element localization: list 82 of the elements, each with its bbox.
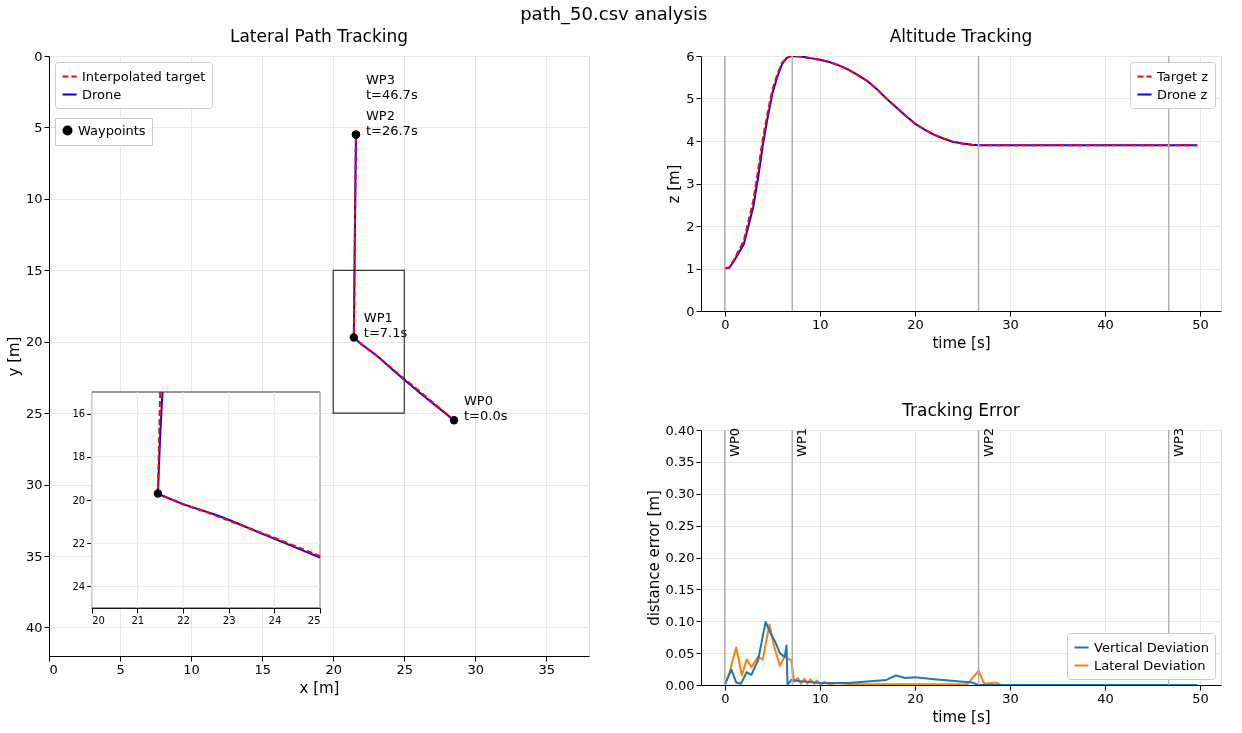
x-tick-label: 0 — [721, 690, 730, 706]
y-tick-label: 10 — [25, 191, 43, 207]
x-axis-title: time [s] — [932, 333, 991, 352]
y-tick-label: 25 — [25, 405, 43, 421]
y-axis-title: z [m] — [665, 164, 684, 204]
x-tick-label: 10 — [183, 661, 200, 677]
y-tick-label: 6 — [686, 48, 695, 64]
x-tick-label: 30 — [467, 661, 485, 677]
y-tick-label: 4 — [686, 133, 695, 149]
ref-line-label: WP3 — [1170, 428, 1186, 457]
y-tick-label: 0.15 — [665, 581, 695, 597]
legend-label: Interpolated target — [82, 68, 206, 84]
x-tick-label: 20 — [325, 661, 342, 677]
x-tick-label: 25 — [307, 614, 321, 626]
y-tick-label: 0.20 — [665, 550, 695, 565]
y-tick-label: 5 — [686, 91, 695, 106]
ref-line-label: WP2 — [980, 428, 996, 457]
y-tick-label: 20 — [25, 334, 43, 350]
y-axis-title: distance error [m] — [644, 490, 663, 626]
y-tick-label: 0 — [686, 303, 695, 319]
y-tick-label: 18 — [72, 451, 86, 463]
legend-label: Drone z — [1157, 86, 1208, 102]
y-tick-label: 0.40 — [665, 422, 695, 438]
legend-label: Vertical Deviation — [1094, 639, 1209, 655]
annotation: WP3 t=46.7s — [365, 71, 418, 102]
x-tick-label: 15 — [254, 661, 271, 677]
y-tick-label: 5 — [34, 119, 43, 135]
y-axis-title: y [m] — [4, 336, 23, 377]
x-tick-label: 5 — [116, 661, 125, 677]
y-tick-label: 0.00 — [665, 677, 695, 693]
ref-line-label: WP1 — [794, 428, 810, 457]
y-tick-label: 3 — [686, 176, 695, 191]
y-tick-label: 0.30 — [665, 486, 695, 502]
y-tick-label: 30 — [25, 477, 43, 493]
legend-label: Drone — [82, 86, 122, 102]
x-tick-label: 20 — [92, 614, 105, 626]
x-tick-label: 40 — [1097, 690, 1114, 706]
x-tick-label: 23 — [222, 614, 236, 626]
chart-title: Altitude Tracking — [889, 26, 1033, 46]
x-tick-label: 20 — [907, 690, 924, 706]
chart-title: Lateral Path Tracking — [229, 26, 409, 46]
x-tick-label: 35 — [538, 661, 556, 677]
x-tick-label: 30 — [1002, 316, 1019, 332]
y-tick-label: 0.25 — [665, 518, 695, 534]
x-tick-label: 24 — [268, 614, 282, 626]
y-tick-label: 2 — [686, 218, 695, 234]
y-tick-label: 35 — [25, 548, 43, 564]
legend-label: Target z — [1156, 68, 1209, 84]
x-tick-label: 22 — [177, 614, 190, 626]
point — [349, 333, 358, 342]
text: path_50.csv analysis — [520, 2, 708, 25]
point — [449, 416, 459, 425]
x-tick-label: 25 — [396, 661, 414, 677]
y-tick-label: 0.35 — [665, 454, 695, 470]
ref-line-label: WP0 — [726, 428, 742, 457]
x-tick-label: 0 — [721, 316, 730, 332]
y-tick-label: 1 — [686, 261, 695, 276]
legend-label: Lateral Deviation — [1094, 657, 1206, 673]
x-tick-label: 50 — [1192, 690, 1209, 706]
line-series — [723, 56, 1199, 270]
y-tick-label: 22 — [72, 537, 86, 549]
y-tick-label: 20 — [72, 494, 86, 506]
x-tick-label: 10 — [812, 690, 829, 706]
x-tick-label: 21 — [131, 614, 145, 626]
x-tick-label: 10 — [812, 316, 829, 332]
x-tick-label: 30 — [1002, 690, 1019, 706]
x-axis-title: time [s] — [932, 707, 991, 726]
x-tick-label: 0 — [49, 661, 58, 677]
y-tick-label: 16 — [72, 408, 86, 420]
y-tick-label: 0.05 — [665, 645, 695, 661]
y-tick-label: 24 — [72, 580, 86, 592]
y-tick-label: 15 — [25, 262, 43, 278]
x-tick-label: 40 — [1097, 316, 1114, 332]
y-tick-label: 0.10 — [665, 613, 695, 629]
annotation: WP2 t=26.7s — [365, 107, 418, 138]
legend-label: Waypoints — [78, 122, 146, 138]
annotation: WP0 t=0.0s — [464, 393, 508, 424]
chart-title: Tracking Error — [901, 400, 1020, 420]
x-tick-label: 20 — [907, 316, 924, 332]
x-tick-label: 50 — [1192, 316, 1209, 332]
y-tick-label: 0 — [34, 48, 43, 64]
x-axis-title: x [m] — [299, 678, 340, 697]
